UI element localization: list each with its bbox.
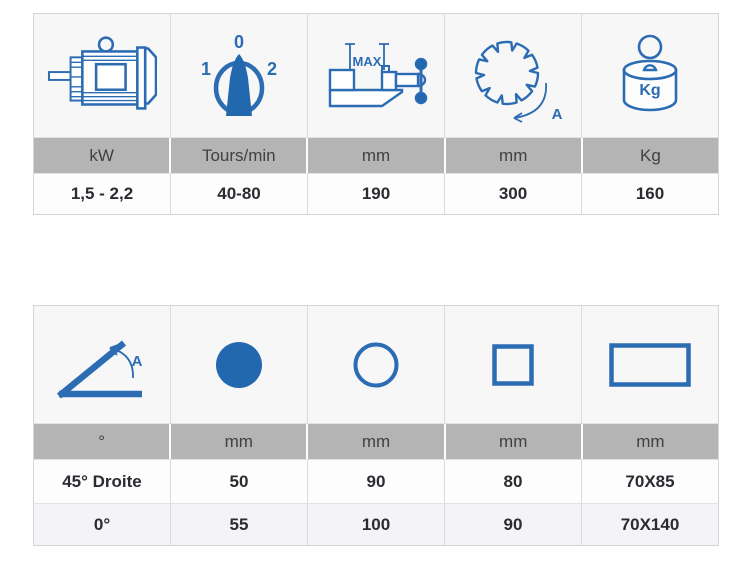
unit-rectangle-tube: mm — [580, 424, 719, 459]
cut-units-row: ° mm mm mm mm — [34, 423, 719, 459]
spec-units-row: kW Tours/min mm mm Kg — [34, 137, 719, 173]
weight-cell: Kg — [581, 14, 718, 137]
unit-weight: Kg — [580, 138, 719, 173]
angle-cell: A — [34, 306, 170, 423]
cut-0-solid-round: 55 — [170, 504, 307, 545]
unit-blade: mm — [443, 138, 581, 173]
cut-45-round-tube: 90 — [307, 460, 444, 503]
cut-row-0deg: 0° 55 100 90 70X140 — [34, 503, 718, 545]
svg-text:Kg: Kg — [639, 82, 660, 99]
cut-0-rectangle-tube: 70X140 — [581, 504, 718, 545]
cut-45-rectangle-tube: 70X85 — [581, 460, 718, 503]
saw-blade-icon: A — [474, 40, 563, 123]
solid-round-icon — [216, 341, 262, 388]
motor-icon — [47, 35, 157, 110]
cut-0-square-tube: 90 — [444, 504, 581, 545]
rectangle-tube-icon — [609, 342, 691, 387]
square-tube-icon — [492, 343, 534, 386]
svg-text:A: A — [132, 353, 143, 370]
unit-power: kW — [34, 138, 170, 173]
vise-max-icon: MAX — [328, 42, 428, 107]
value-power: 1,5 - 2,2 — [70, 184, 134, 203]
svg-text:0: 0 — [234, 32, 244, 52]
speed-selector-icon: 1 0 2 — [201, 32, 277, 116]
cut-row-45deg: 45° Droite 50 90 80 70X85 — [34, 459, 718, 503]
round-tube-cell — [307, 306, 444, 423]
value-vise: 190 — [307, 174, 444, 214]
svg-text:1: 1 — [201, 59, 211, 79]
machine-spec-table: 1 0 2 MAX — [33, 13, 719, 215]
unit-vise: mm — [306, 138, 444, 173]
solid-round-cell — [170, 306, 307, 423]
cut-0-angle: 0° — [93, 514, 111, 534]
unit-solid-round: mm — [169, 424, 307, 459]
unit-angle: ° — [34, 424, 170, 459]
motor-cell — [34, 14, 170, 137]
spec-icons-row: 1 0 2 MAX — [34, 14, 718, 137]
svg-text:2: 2 — [267, 59, 277, 79]
weight-icon: Kg — [622, 34, 678, 111]
saw-cell: A — [444, 14, 581, 137]
value-blade: 300 — [444, 174, 581, 214]
round-tube-icon — [353, 342, 399, 387]
spec-values-row: 1,5 - 2,2 40-80 190 300 160 — [34, 173, 718, 214]
selector-cell: 1 0 2 — [170, 14, 307, 137]
unit-speed: Tours/min — [169, 138, 307, 173]
cut-45-square-tube: 80 — [444, 460, 581, 503]
cutting-capacity-table: A ° mm mm mm mm 45 — [33, 305, 719, 546]
unit-round-tube: mm — [306, 424, 444, 459]
cut-45-angle: 45° Droite — [62, 471, 142, 491]
vise-cell: MAX — [307, 14, 444, 137]
unit-square-tube: mm — [443, 424, 581, 459]
svg-text:MAX: MAX — [353, 54, 382, 69]
rectangle-tube-cell — [581, 306, 718, 423]
cut-45-solid-round: 50 — [170, 460, 307, 503]
cut-icons-row: A — [34, 306, 718, 423]
angle-icon: A — [56, 339, 143, 399]
value-weight: 160 — [581, 174, 718, 214]
value-speed: 40-80 — [170, 174, 307, 214]
cut-0-round-tube: 100 — [307, 504, 444, 545]
svg-text:A: A — [552, 106, 563, 123]
square-tube-cell — [444, 306, 581, 423]
